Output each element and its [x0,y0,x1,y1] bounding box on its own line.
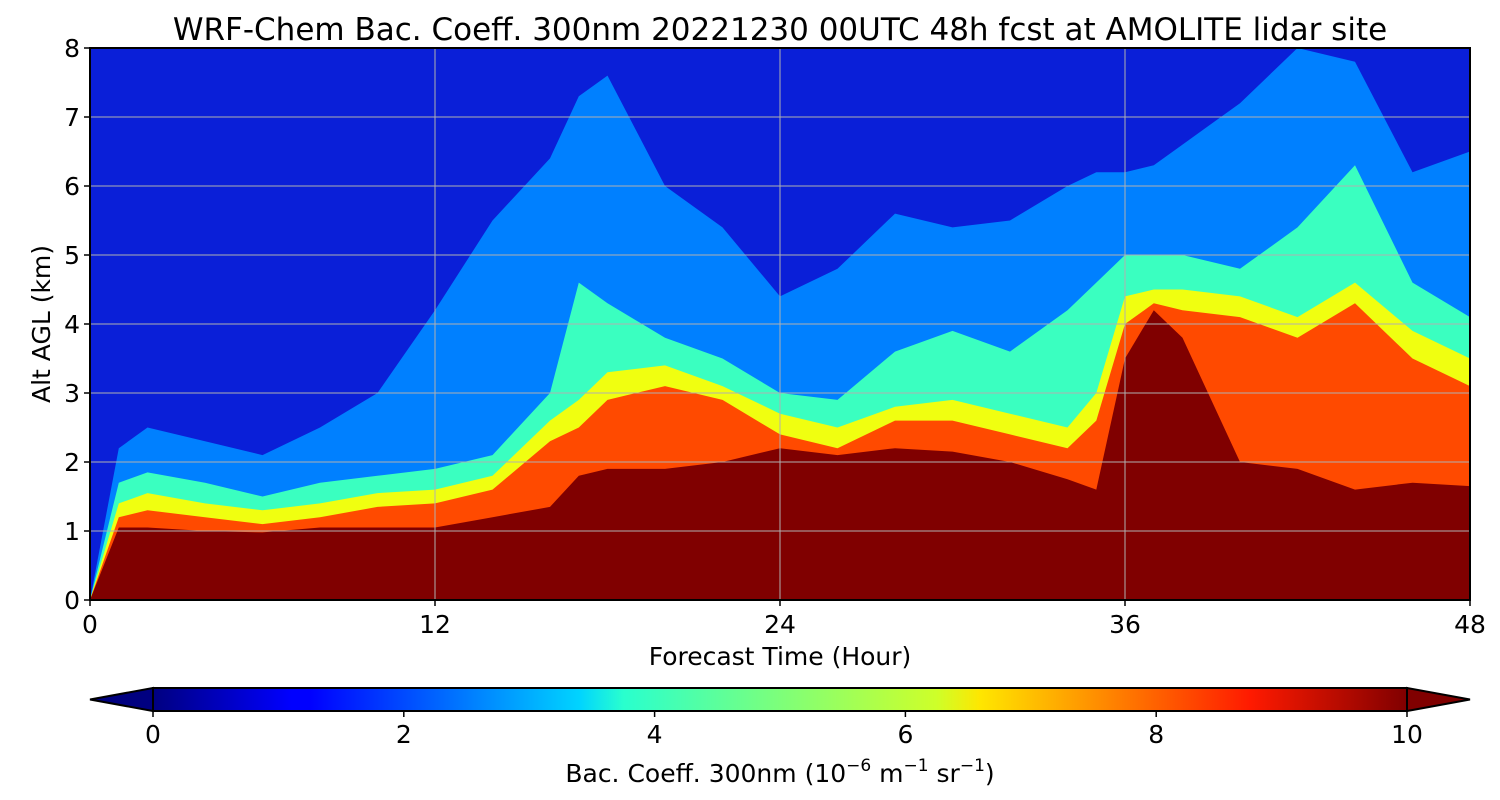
colorbar-label-mid: m [871,759,903,788]
colorbar-frame [152,687,1408,712]
x-tick-label: 12 [419,610,451,639]
x-axis-label: Forecast Time (Hour) [649,642,912,671]
colorbar-label-mid2: sr [929,759,961,788]
x-tick-label: 24 [764,610,796,639]
colorbar-extend-high [1406,686,1471,713]
colorbar-label: Bac. Coeff. 300nm (10−6 m−1 sr−1) [565,756,994,788]
x-tick-label: 36 [1109,610,1141,639]
colorbar-tick-label: 10 [1391,720,1423,749]
colorbar-label-end: ) [985,759,995,788]
y-tick-label: 2 [64,448,80,477]
colorbar-label-exp2: −1 [904,756,929,776]
y-tick-label: 1 [64,517,80,546]
colorbar-label-exp3: −1 [960,756,985,776]
y-tick-label: 8 [64,34,80,63]
colorbar-label-exp1: −6 [846,756,871,776]
y-tick-label: 6 [64,172,80,201]
y-tick-label: 0 [64,586,80,615]
chart-title: WRF-Chem Bac. Coeff. 300nm 20221230 00UT… [173,12,1387,48]
plot-area [90,48,1470,600]
colorbar-gradient [153,688,1407,711]
y-axis-label: Alt AGL (km) [27,245,56,403]
y-tick-label: 4 [64,310,80,339]
colorbar-tick-label: 0 [145,720,161,749]
colorbar-tick-label: 6 [897,720,913,749]
colorbar-extend-low [89,686,154,713]
colorbar-tick-label: 4 [647,720,663,749]
y-tick-label: 7 [64,103,80,132]
y-tick-label: 5 [64,241,80,270]
colorbar: 0 2 4 6 8 10 Bac. Coeff. 300nm (10−6 m−1 sr−1… [89,686,1471,788]
y-tick-label: 3 [64,379,80,408]
colorbar-tick-label: 2 [396,720,412,749]
grid [90,48,1470,600]
colorbar-label-main: Bac. Coeff. 300nm (10 [565,759,846,788]
x-tick-label: 48 [1454,610,1486,639]
x-axis: 0 12 24 36 48 [82,600,1486,639]
x-tick-label: 0 [82,610,98,639]
y-axis: 0 1 2 3 4 5 6 7 8 [64,34,90,615]
colorbar-tick-label: 8 [1148,720,1164,749]
